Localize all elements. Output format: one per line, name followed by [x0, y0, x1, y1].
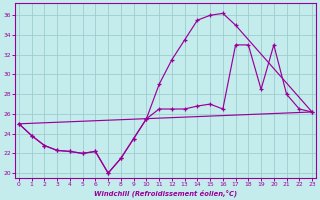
X-axis label: Windchill (Refroidissement éolien,°C): Windchill (Refroidissement éolien,°C) [94, 189, 237, 197]
